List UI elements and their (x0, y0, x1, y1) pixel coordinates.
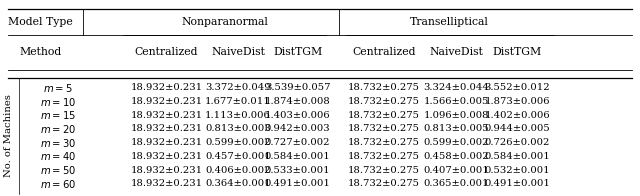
Text: 3.539±0.057: 3.539±0.057 (265, 83, 330, 92)
Text: 18.932±0.231: 18.932±0.231 (131, 97, 202, 106)
Text: 18.732±0.275: 18.732±0.275 (348, 138, 420, 147)
Text: 1.677±0.011: 1.677±0.011 (205, 97, 271, 106)
Text: 18.732±0.275: 18.732±0.275 (348, 166, 420, 175)
Text: 0.942±0.003: 0.942±0.003 (265, 124, 330, 133)
Text: $m = 30$: $m = 30$ (40, 137, 76, 149)
Text: $m = 5$: $m = 5$ (43, 82, 72, 94)
Text: 0.584±0.001: 0.584±0.001 (265, 152, 330, 161)
Text: $m = 20$: $m = 20$ (40, 123, 76, 135)
Text: 18.732±0.275: 18.732±0.275 (348, 179, 420, 188)
Text: 18.732±0.275: 18.732±0.275 (348, 152, 420, 161)
Text: 18.932±0.231: 18.932±0.231 (131, 111, 202, 120)
Text: Centralized: Centralized (134, 47, 198, 57)
Text: 0.532±0.001: 0.532±0.001 (484, 166, 550, 175)
Text: 1.113±0.006: 1.113±0.006 (205, 111, 271, 120)
Text: Centralized: Centralized (352, 47, 416, 57)
Text: 0.457±0.001: 0.457±0.001 (205, 152, 271, 161)
Text: 0.406±0.002: 0.406±0.002 (205, 166, 271, 175)
Text: 18.732±0.275: 18.732±0.275 (348, 97, 420, 106)
Text: 18.932±0.231: 18.932±0.231 (131, 166, 202, 175)
Text: 0.944±0.005: 0.944±0.005 (484, 124, 550, 133)
Text: 3.324±0.044: 3.324±0.044 (424, 83, 489, 92)
Text: 0.364±0.001: 0.364±0.001 (205, 179, 271, 188)
Text: 18.732±0.275: 18.732±0.275 (348, 111, 420, 120)
Text: 0.365±0.001: 0.365±0.001 (424, 179, 489, 188)
Text: 0.407±0.001: 0.407±0.001 (424, 166, 489, 175)
Text: 0.813±0.005: 0.813±0.005 (424, 124, 489, 133)
Text: 3.372±0.049: 3.372±0.049 (205, 83, 271, 92)
Text: 0.584±0.001: 0.584±0.001 (484, 152, 550, 161)
Text: 18.732±0.275: 18.732±0.275 (348, 83, 420, 92)
Text: $m = 10$: $m = 10$ (40, 95, 76, 108)
Text: Model Type: Model Type (8, 17, 73, 27)
Text: 3.552±0.012: 3.552±0.012 (484, 83, 550, 92)
Text: 0.599±0.002: 0.599±0.002 (424, 138, 489, 147)
Text: 0.533±0.001: 0.533±0.001 (265, 166, 330, 175)
Text: 0.491±0.001: 0.491±0.001 (484, 179, 550, 188)
Text: 0.491±0.001: 0.491±0.001 (265, 179, 330, 188)
Text: $m = 15$: $m = 15$ (40, 109, 76, 121)
Text: 1.403±0.006: 1.403±0.006 (265, 111, 330, 120)
Text: 1.874±0.008: 1.874±0.008 (265, 97, 330, 106)
Text: Nonparanormal: Nonparanormal (181, 17, 268, 27)
Text: 0.458±0.002: 0.458±0.002 (424, 152, 489, 161)
Text: $m = 60$: $m = 60$ (40, 178, 76, 190)
Text: No. of Machines: No. of Machines (4, 94, 13, 177)
Text: 18.932±0.231: 18.932±0.231 (131, 179, 202, 188)
Text: Method: Method (19, 47, 61, 57)
Text: DistTGM: DistTGM (273, 47, 322, 57)
Text: 0.727±0.002: 0.727±0.002 (265, 138, 330, 147)
Text: NaiveDist: NaiveDist (211, 47, 265, 57)
Text: 0.599±0.002: 0.599±0.002 (205, 138, 271, 147)
Text: 18.932±0.231: 18.932±0.231 (131, 138, 202, 147)
Text: 0.726±0.002: 0.726±0.002 (484, 138, 550, 147)
Text: 18.932±0.231: 18.932±0.231 (131, 124, 202, 133)
Text: NaiveDist: NaiveDist (429, 47, 483, 57)
Text: $m = 50$: $m = 50$ (40, 164, 76, 176)
Text: 0.813±0.003: 0.813±0.003 (205, 124, 271, 133)
Text: Transelliptical: Transelliptical (410, 17, 489, 27)
Text: $m = 40$: $m = 40$ (40, 150, 76, 162)
Text: 1.402±0.006: 1.402±0.006 (484, 111, 550, 120)
Text: 1.096±0.008: 1.096±0.008 (424, 111, 489, 120)
Text: 1.566±0.005: 1.566±0.005 (424, 97, 489, 106)
Text: 18.732±0.275: 18.732±0.275 (348, 124, 420, 133)
Text: 18.932±0.231: 18.932±0.231 (131, 83, 202, 92)
Text: 18.932±0.231: 18.932±0.231 (131, 152, 202, 161)
Text: 1.873±0.006: 1.873±0.006 (484, 97, 550, 106)
Text: DistTGM: DistTGM (493, 47, 541, 57)
